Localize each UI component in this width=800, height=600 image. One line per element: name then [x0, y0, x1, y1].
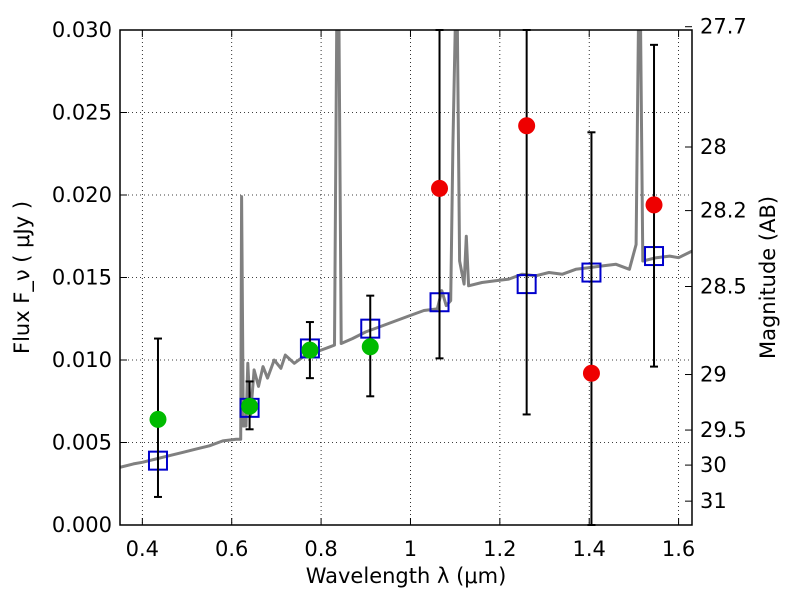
x-tick-label: 0.8: [304, 537, 337, 561]
observed-point: [301, 341, 319, 359]
right-tick-label: 29.5: [700, 418, 747, 442]
right-tick-label: 30: [700, 453, 727, 477]
y-tick-label: 0.010: [52, 348, 112, 372]
right-axis-label: Magnitude (AB): [756, 196, 780, 359]
right-tick-label: 27.7: [700, 15, 747, 39]
model-photometry-layer: [147, 246, 665, 471]
x-tick-label: 1: [404, 537, 417, 561]
plot-frame: [119, 29, 693, 526]
y-tick-label: 0.000: [52, 513, 112, 537]
grid-lines: [120, 29, 692, 526]
y-tick-label: 0.015: [52, 266, 112, 290]
model-spectrum-line: [120, 30, 692, 469]
observed-point: [645, 196, 663, 214]
observed-point: [582, 364, 600, 382]
right-tick-label: 31: [700, 489, 727, 513]
observed-point: [431, 179, 449, 197]
right-tick-label: 28.2: [700, 199, 747, 223]
y-tick-label: 0.030: [52, 18, 112, 42]
observed-point: [518, 117, 536, 135]
right-tick-label: 28.5: [700, 275, 747, 299]
y-axis-label: Flux F_ν ( μJy ): [10, 201, 35, 354]
observed-point: [241, 397, 259, 415]
x-tick-label: 1.2: [483, 537, 516, 561]
x-axis-label: Wavelength λ (μm): [306, 564, 507, 588]
y-tick-label: 0.025: [52, 101, 112, 125]
x-tick-label: 1.4: [573, 537, 606, 561]
observed-photometry-layer: [149, 29, 663, 526]
axis-ticks: 0.4 0.6 0.8 1 1.2 1.4 1.6 0.000 0.005 0.010 0.015 0…: [52, 15, 747, 561]
model-spectrum-layer: [120, 30, 692, 469]
observed-point: [149, 410, 167, 428]
observed-point: [361, 338, 379, 356]
y-tick-label: 0.005: [52, 431, 112, 455]
right-tick-label: 28: [700, 135, 727, 159]
x-tick-label: 0.6: [215, 537, 248, 561]
x-tick-label: 0.4: [126, 537, 159, 561]
right-tick-label: 29: [700, 363, 727, 387]
x-tick-label: 1.6: [662, 537, 695, 561]
y-tick-label: 0.020: [52, 183, 112, 207]
